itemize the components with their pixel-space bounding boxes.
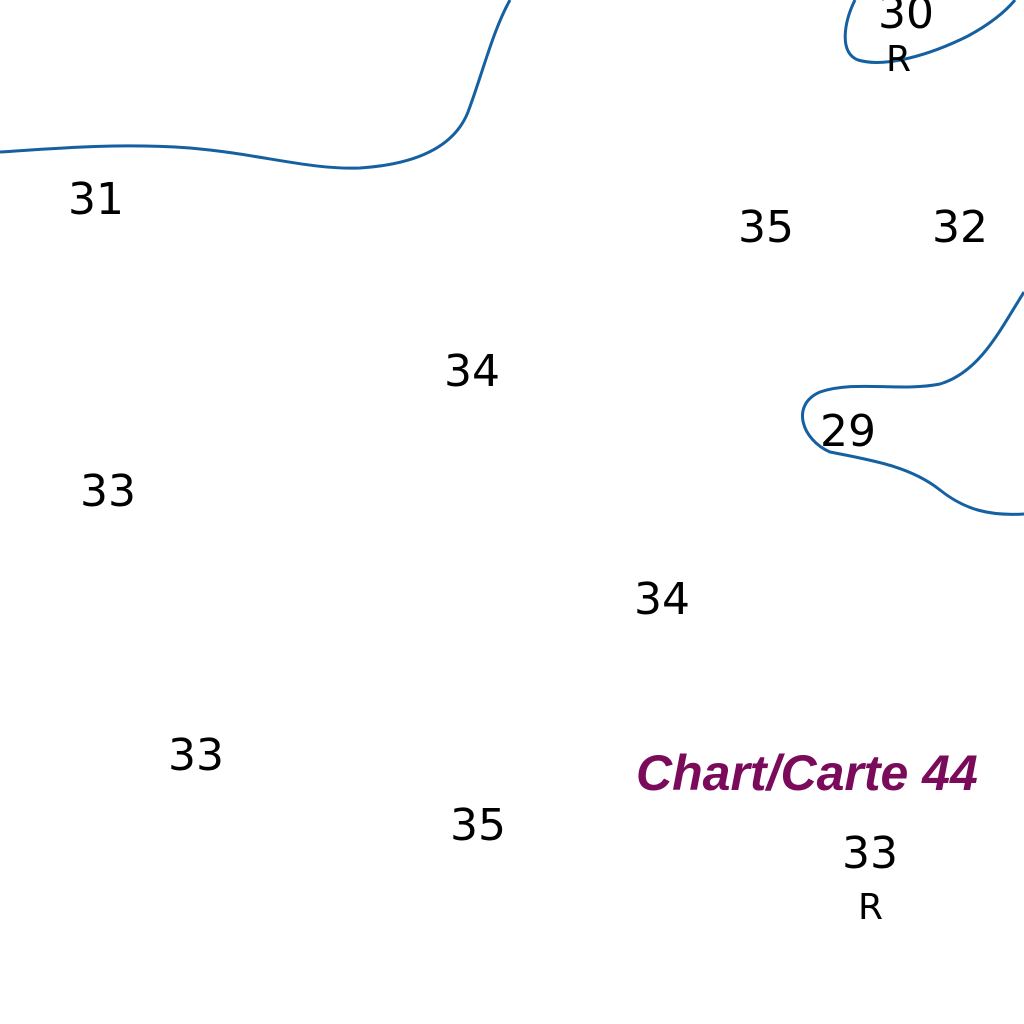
- depth-sounding: 32: [932, 202, 988, 253]
- depth-sounding: 33: [80, 466, 136, 517]
- chart-reference-label: Chart/Carte 44: [636, 745, 978, 801]
- depth-sounding: 34: [444, 346, 500, 397]
- depth-sounding: 31: [68, 174, 124, 225]
- depth-contour-northeast: [843, 0, 1017, 64]
- depth-sounding: 34: [634, 574, 690, 625]
- depth-contour-northwest: [0, 0, 512, 170]
- depth-sounding: 35: [738, 202, 794, 253]
- rock-bottom-marker: R: [858, 887, 884, 928]
- depth-sounding: 35: [450, 800, 506, 851]
- depth-contour-east: [801, 291, 1024, 516]
- depth-sounding: 33: [842, 828, 898, 879]
- depth-sounding: 30: [878, 0, 934, 39]
- depth-sounding: 33: [168, 730, 224, 781]
- rock-bottom-marker: R: [886, 39, 912, 80]
- depth-sounding: 29: [820, 406, 876, 457]
